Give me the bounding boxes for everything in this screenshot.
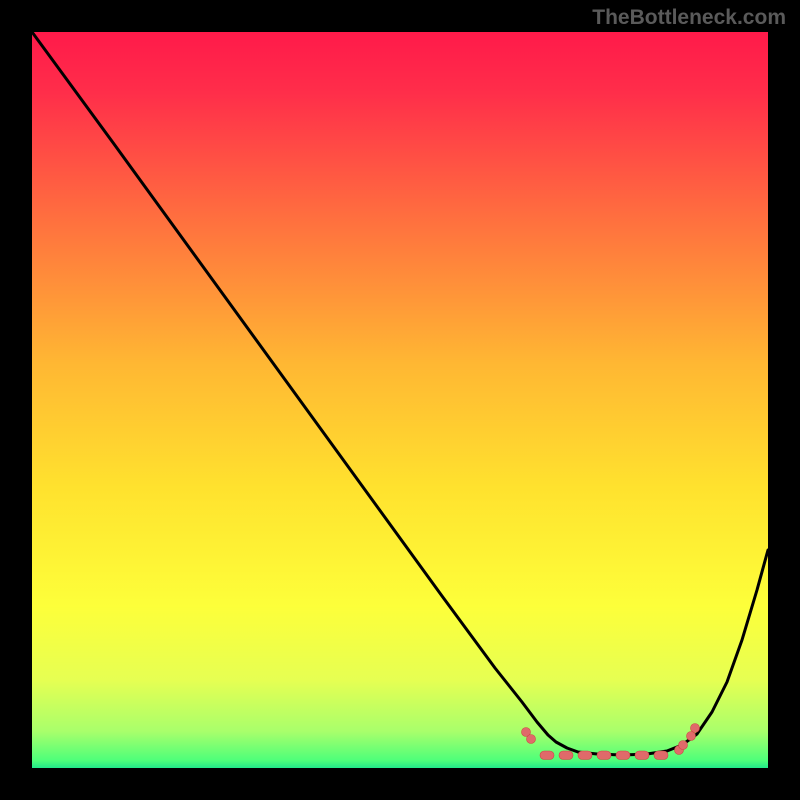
marker-dash bbox=[559, 751, 573, 760]
marker-dot bbox=[691, 724, 700, 733]
marker-dash bbox=[540, 751, 554, 760]
marker-dot bbox=[527, 735, 536, 744]
marker-dash bbox=[654, 751, 668, 760]
marker-dash bbox=[597, 751, 611, 760]
marker-dot bbox=[679, 741, 688, 750]
marker-dash bbox=[616, 751, 630, 760]
marker-dot bbox=[687, 732, 696, 741]
marker-dash bbox=[578, 751, 592, 760]
chart-background bbox=[32, 32, 768, 768]
chart-svg bbox=[32, 32, 768, 768]
watermark-text: TheBottleneck.com bbox=[592, 6, 786, 30]
marker-dash bbox=[635, 751, 649, 760]
chart-plot-area bbox=[32, 32, 768, 768]
